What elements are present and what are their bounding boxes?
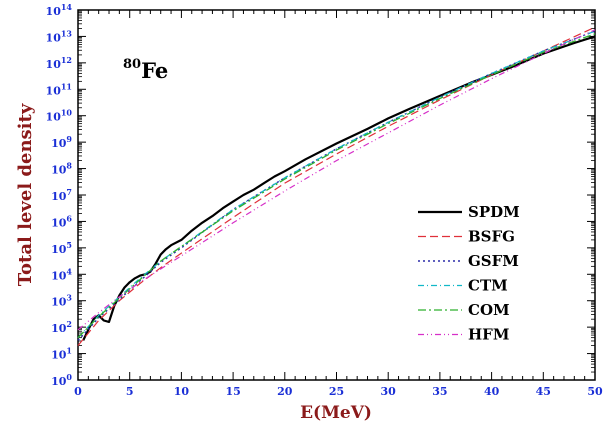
y-tick-label: 104 [51, 266, 72, 282]
x-tick-label: 50 [587, 385, 603, 398]
y-tick-label: 100 [51, 372, 72, 388]
annotation-element: Fe [141, 58, 168, 83]
legend-label-com: COM [468, 301, 510, 319]
y-tick-label: 103 [51, 293, 72, 309]
annotation-mass: 80 [123, 57, 141, 72]
y-tick-label: 101 [51, 346, 72, 362]
series-lines [77, 26, 596, 346]
y-tick-label: 1013 [46, 28, 73, 44]
series-line-com [77, 33, 596, 339]
x-tick-label: 5 [126, 385, 134, 398]
series-line-bsfg [77, 26, 596, 346]
y-tick-label: 108 [51, 161, 72, 177]
y-tick-label: 107 [51, 187, 72, 203]
y-tick-label: 1011 [46, 81, 72, 97]
y-tick-label: 105 [51, 240, 72, 256]
x-tick-label: 0 [74, 385, 82, 398]
series-line-ctm [77, 30, 596, 339]
legend-label-bsfg: BSFG [468, 228, 515, 246]
x-tick-label: 35 [432, 385, 447, 398]
y-tick-label: 109 [51, 134, 72, 150]
y-tick-label: 102 [51, 319, 72, 335]
legend-label-spdm: SPDM [468, 203, 520, 221]
legend-label-hfm: HFM [468, 326, 509, 344]
y-tick-label: 1014 [46, 2, 73, 18]
annotation-nucleus: 80Fe [123, 57, 168, 83]
y-axis-title: Total level density [15, 103, 36, 286]
x-tick-label: 15 [225, 385, 240, 398]
legend: SPDM BSFG GSFM CTM COM HFM [418, 203, 520, 344]
y-tick-label: 106 [51, 213, 72, 229]
x-tick-label: 25 [329, 385, 344, 398]
x-axis-title: E(MeV) [300, 403, 372, 423]
legend-label-gsfm: GSFM [468, 252, 519, 270]
x-tick-label: 30 [381, 385, 397, 398]
x-tick-label: 20 [277, 385, 293, 398]
x-tick-label: 10 [174, 385, 190, 398]
legend-label-ctm: CTM [468, 277, 508, 295]
axis-tick-labels: 0 5 10 15 20 25 30 35 40 45 50 100 101 102 103 104 105 10… [46, 2, 603, 398]
y-tick-label: 1012 [46, 55, 72, 71]
y-tick-label: 1010 [46, 108, 73, 124]
x-tick-label: 40 [484, 385, 500, 398]
x-tick-label: 45 [536, 385, 551, 398]
